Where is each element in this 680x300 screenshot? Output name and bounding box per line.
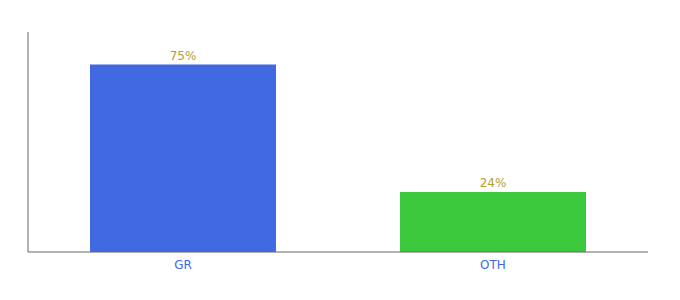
svg-text:24%: 24% — [480, 176, 507, 190]
svg-text:75%: 75% — [170, 49, 197, 63]
svg-text:OTH: OTH — [480, 258, 506, 272]
svg-text:GR: GR — [174, 258, 192, 272]
